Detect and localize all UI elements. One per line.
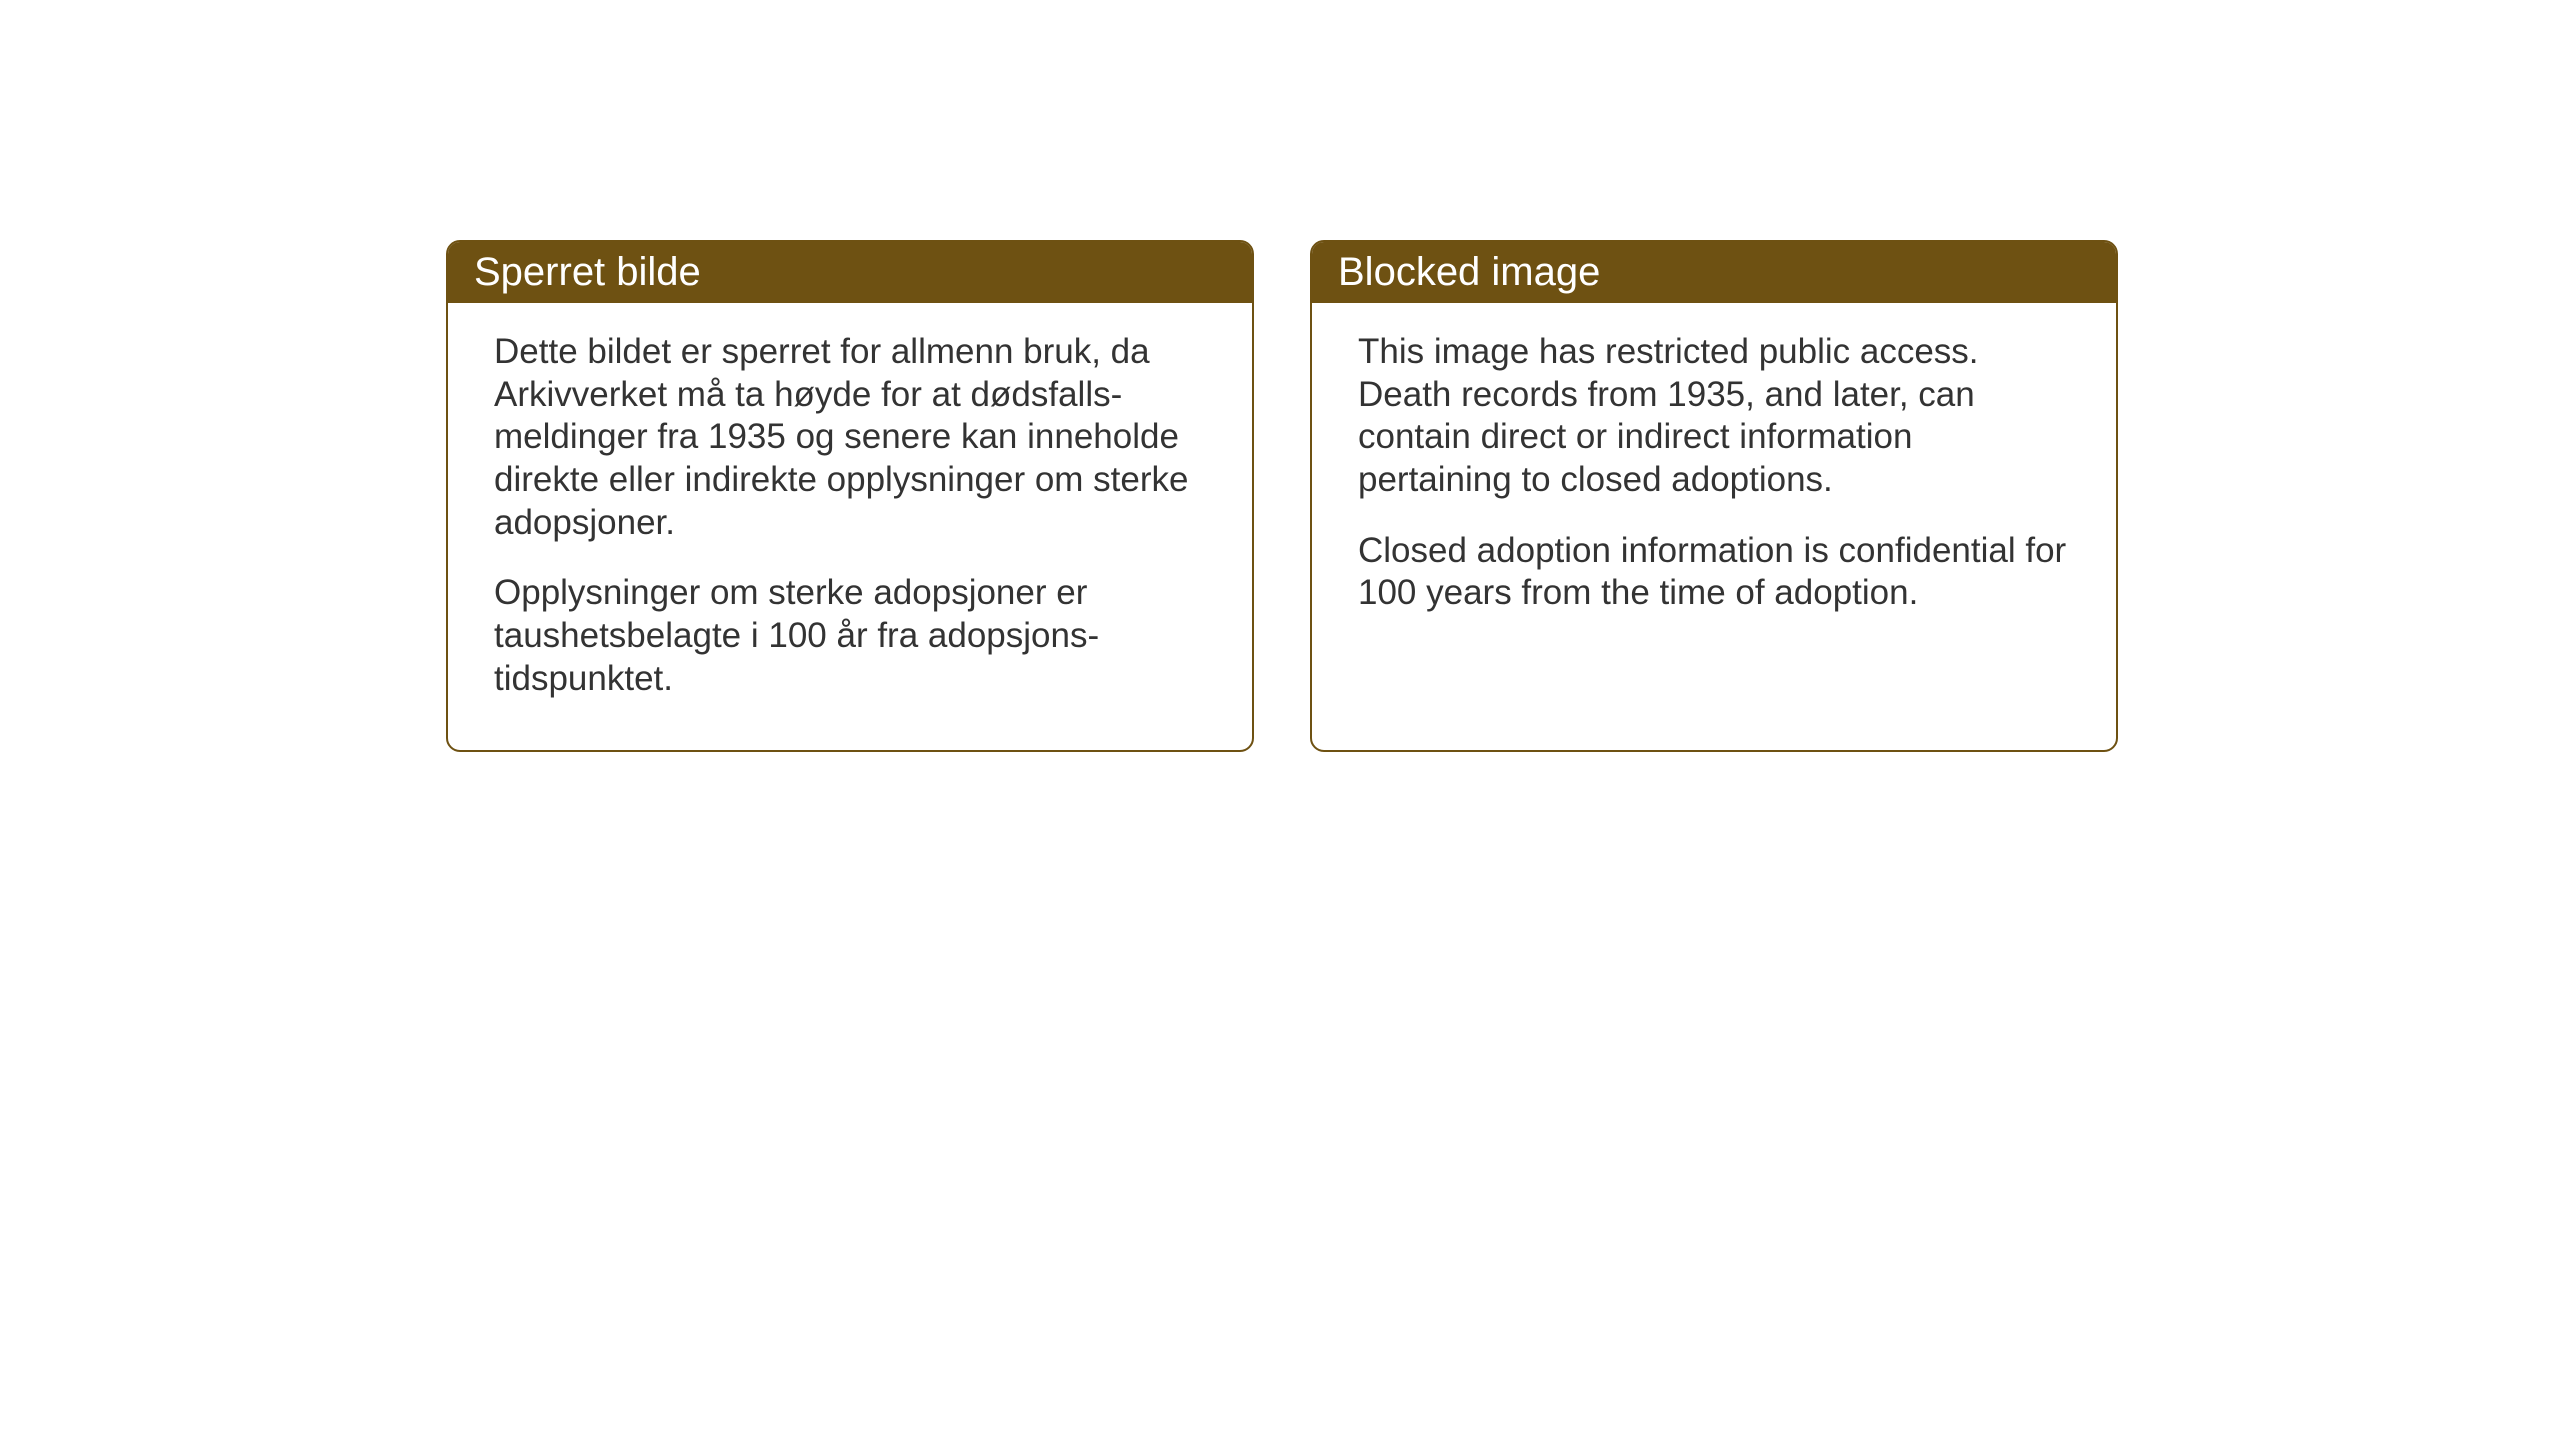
- card-header-norwegian: Sperret bilde: [448, 242, 1252, 303]
- card-paragraph-english-2: Closed adoption information is confident…: [1358, 530, 2070, 615]
- card-paragraph-norwegian-2: Opplysninger om sterke adopsjoner er tau…: [494, 572, 1206, 700]
- notice-card-norwegian: Sperret bilde Dette bildet er sperret fo…: [446, 240, 1254, 752]
- card-body-english: This image has restricted public access.…: [1312, 303, 2116, 655]
- card-header-english: Blocked image: [1312, 242, 2116, 303]
- card-title-norwegian: Sperret bilde: [474, 250, 701, 294]
- card-title-english: Blocked image: [1338, 250, 1600, 294]
- notice-container: Sperret bilde Dette bildet er sperret fo…: [446, 240, 2118, 752]
- card-paragraph-norwegian-1: Dette bildet er sperret for allmenn bruk…: [494, 331, 1206, 544]
- card-body-norwegian: Dette bildet er sperret for allmenn bruk…: [448, 303, 1252, 741]
- card-paragraph-english-1: This image has restricted public access.…: [1358, 331, 2070, 502]
- notice-card-english: Blocked image This image has restricted …: [1310, 240, 2118, 752]
